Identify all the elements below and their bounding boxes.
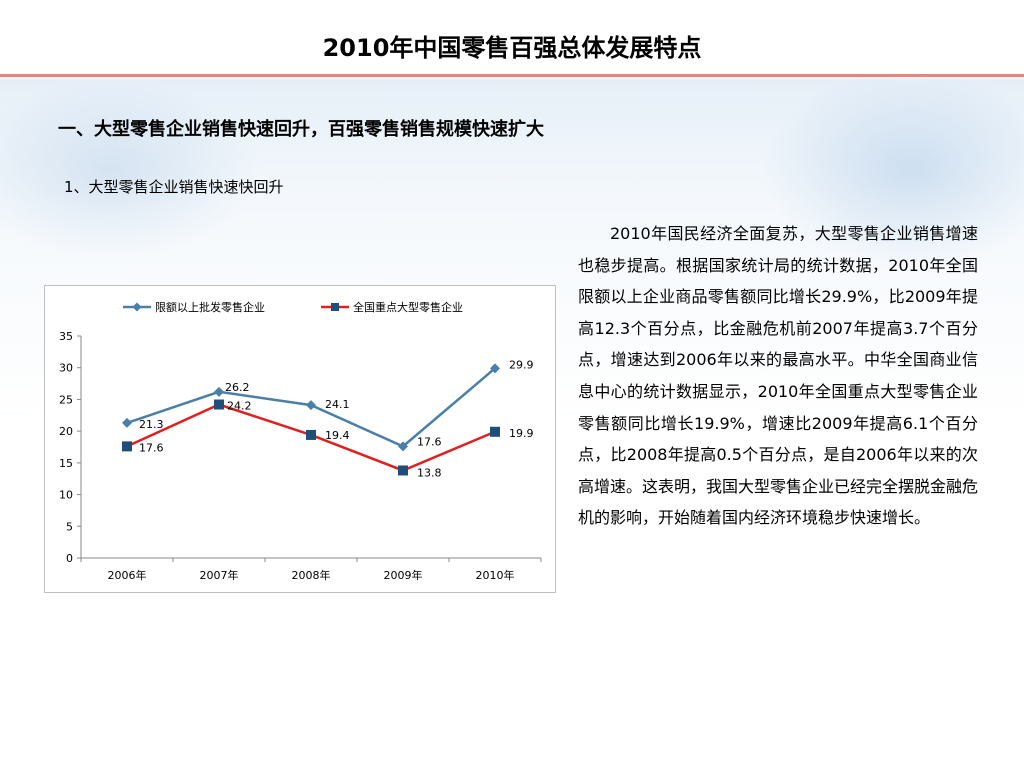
data-label: 24.1 bbox=[325, 398, 350, 411]
body-paragraph: 2010年国民经济全面复苏，大型零售企业销售增速也稳步提高。根据国家统计局的统计… bbox=[578, 224, 979, 528]
subsection-heading: 1、大型零售企业销售快速快回升 bbox=[64, 178, 284, 196]
x-tick-label: 2010年 bbox=[476, 568, 515, 582]
x-tick-label: 2006年 bbox=[108, 568, 147, 582]
x-tick-label: 2007年 bbox=[200, 568, 239, 582]
data-label: 19.4 bbox=[325, 429, 350, 442]
data-label: 17.6 bbox=[417, 435, 442, 448]
data-point bbox=[122, 417, 132, 428]
y-tick-label: 20 bbox=[59, 425, 73, 438]
legend-marker bbox=[132, 302, 142, 312]
data-point bbox=[306, 429, 316, 440]
title-divider bbox=[0, 74, 1024, 77]
data-label: 19.9 bbox=[509, 427, 534, 440]
data-point bbox=[214, 399, 224, 410]
y-tick-label: 0 bbox=[66, 552, 73, 565]
legend-label: 全国重点大型零售企业 bbox=[353, 300, 463, 314]
data-point bbox=[122, 441, 132, 452]
slide-title: 2010年中国零售百强总体发展特点 bbox=[322, 34, 702, 62]
data-label: 24.2 bbox=[227, 400, 252, 413]
y-tick-label: 10 bbox=[59, 489, 73, 502]
chart-svg: 0 5 10 15 20 25 30 35 2006年 2007年 2008年 2009年 2010年 限… bbox=[59, 300, 542, 582]
data-label: 26.2 bbox=[225, 381, 250, 394]
data-label: 29.9 bbox=[509, 358, 534, 371]
data-point bbox=[398, 441, 408, 452]
data-label: 13.8 bbox=[417, 466, 442, 479]
y-tick-label: 25 bbox=[59, 393, 73, 406]
section-heading: 一、大型零售企业销售快速回升，百强零售销售规模快速扩大 bbox=[58, 119, 544, 140]
data-label: 17.6 bbox=[139, 441, 164, 454]
y-tick-label: 5 bbox=[66, 520, 73, 533]
legend-marker bbox=[331, 303, 339, 311]
line-chart: 0 5 10 15 20 25 30 35 2006年 2007年 2008年 2009年 2010年 限… bbox=[44, 285, 556, 593]
data-point bbox=[490, 426, 500, 437]
data-point bbox=[214, 386, 224, 397]
data-point bbox=[306, 400, 316, 411]
y-tick-label: 35 bbox=[59, 330, 73, 343]
data-point bbox=[398, 465, 408, 476]
background-watermark bbox=[760, 70, 1024, 270]
y-tick-label: 15 bbox=[59, 457, 73, 470]
data-point bbox=[490, 363, 500, 374]
y-tick-label: 30 bbox=[59, 362, 73, 375]
legend-label: 限额以上批发零售企业 bbox=[155, 300, 265, 314]
x-tick-label: 2008年 bbox=[292, 568, 331, 582]
background-watermark bbox=[0, 80, 260, 260]
x-tick-label: 2009年 bbox=[384, 568, 423, 582]
data-label: 21.3 bbox=[139, 418, 164, 431]
